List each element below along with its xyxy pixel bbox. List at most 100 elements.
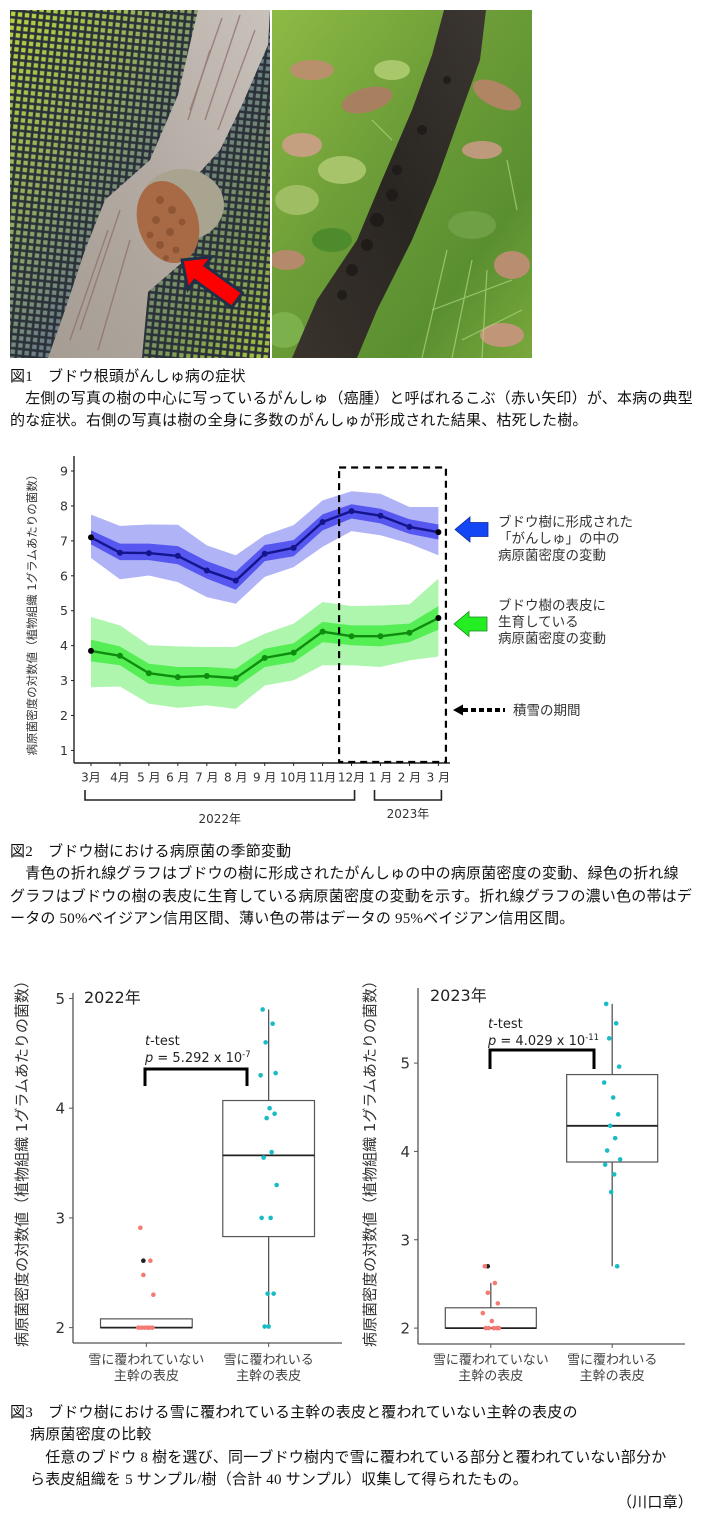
jitter-point	[612, 1135, 618, 1141]
t-test-italic: t	[488, 1017, 494, 1032]
y-tick-label: 5	[400, 1055, 410, 1073]
jitter-point	[617, 1157, 623, 1162]
t-test-label: t-test	[488, 1017, 523, 1032]
y-tick-label: 3	[400, 1231, 410, 1249]
data-point	[435, 615, 442, 622]
y-tick-label: 2	[60, 708, 68, 723]
y-axis-label: 病原菌密度の対数値（植物組織 1グラムあたりの菌数）	[361, 973, 379, 1347]
p-value-text: = 5.292 x 10	[153, 1051, 242, 1066]
y-tick-label: 6	[60, 568, 68, 583]
jitter-point	[259, 1215, 264, 1221]
x-tick-label: 2 月	[398, 771, 421, 785]
jitter-point	[480, 1310, 486, 1316]
jitter-point	[614, 1263, 620, 1269]
box-iqr	[566, 1073, 659, 1163]
y-tick-label: 5	[60, 603, 68, 618]
data-point	[232, 675, 239, 682]
t-test-label: t-test	[145, 1034, 180, 1049]
box-iqr	[444, 1307, 537, 1329]
t-test-rest: -test	[150, 1034, 180, 1049]
seasonal-pathogen-line-chart: 病原菌密度の対数値（植物組織 1グラムあたりの菌数） 1 2 3 4 5 6 7 8 9 3月 4月…	[25, 456, 633, 826]
jitter-point	[496, 1325, 502, 1331]
legend-bark-line: ブドウ樹の表皮に	[498, 597, 606, 614]
jitter-point	[495, 1301, 501, 1306]
legend-bark-line: 病原菌密度の変動	[498, 630, 606, 647]
red-arrow-icon	[180, 254, 245, 310]
jitter-point	[616, 1064, 622, 1069]
x-category-label: 主幹の表皮	[236, 1368, 301, 1384]
y-tick-label: 7	[60, 533, 68, 548]
data-point	[174, 552, 181, 559]
y-tick-label: 9	[60, 464, 68, 479]
data-point	[232, 577, 239, 584]
photo-grapevine-crown-gall	[10, 10, 270, 358]
jitter-point	[271, 1291, 276, 1296]
box-iqr	[222, 1099, 316, 1238]
line-chart-marks: 1 2 3 4 5 6 7 8 9 3月 4月 5 月 6 月 7 月 8 月 9 月 10月 11月 12月 1 月…	[60, 456, 450, 826]
jitter-point	[604, 1148, 610, 1153]
snow-period-box	[338, 466, 448, 764]
y-axis-label: 病原菌密度の対数値（植物組織 1グラムあたりの菌数）	[13, 973, 31, 1347]
jitter-point	[268, 1215, 273, 1221]
data-point	[261, 550, 268, 557]
p-italic: p	[487, 1034, 496, 1049]
x-category-label: 主幹の表皮	[458, 1368, 523, 1384]
figure3-caption-line: 任意のブドウ 8 樹を選び、同一ブドウ樹内で雪に覆われている部分と覆われていない…	[30, 1450, 667, 1466]
legend-bark-line: 生育している	[498, 615, 579, 631]
bark-streaks	[69, 14, 256, 351]
figure3-caption-title: 図3 ブドウ樹における雪に覆われている主幹の表皮と覆われていない主幹の表皮の	[10, 1405, 578, 1421]
y-axis-label: 病原菌密度の対数値（植物組織 1グラムあたりの菌数）	[25, 469, 39, 756]
data-point	[116, 652, 123, 659]
jitter-point	[601, 1080, 607, 1085]
x-tick-label: 3 月	[427, 771, 450, 785]
jitter-point	[262, 1324, 267, 1329]
jitter-point	[151, 1292, 156, 1298]
p-value-text: = 4.029 x 10	[496, 1034, 585, 1049]
figure3-caption-title: 病原菌密度の比較	[30, 1427, 152, 1443]
y-tick-label: 5	[55, 990, 65, 1008]
y-tick-label: 1	[60, 743, 68, 758]
t-test-rest: -test	[493, 1017, 523, 1032]
y-tick-label: 8	[60, 498, 68, 513]
jitter-point	[270, 1021, 275, 1027]
jitter-point	[266, 1324, 271, 1329]
y-tick-label: 3	[60, 673, 68, 688]
data-point	[88, 647, 94, 654]
dashed-arrow-icon	[453, 704, 505, 716]
data-point	[88, 534, 94, 541]
green-arrow-icon	[453, 610, 488, 638]
x-category-label: 雪に覆われいる	[223, 1353, 313, 1368]
figure2-caption-line: 青色の折れ線グラフはブドウの樹に形成されたがんしゅの中の病原菌密度の変動、緑色の…	[10, 866, 679, 882]
y-tick-label: 4	[400, 1143, 410, 1161]
jitter-point	[141, 1272, 146, 1278]
jitter-point	[258, 1072, 263, 1078]
data-point	[319, 519, 326, 526]
data-point	[290, 649, 297, 656]
x-tick-label: 9 月	[253, 771, 276, 785]
x-category-label: 雪に覆われいる	[567, 1353, 657, 1368]
y-tick-label: 4	[60, 638, 68, 653]
data-point	[145, 670, 152, 677]
figure2-caption-line: グラフはブドウの樹の表皮に生育している病原菌密度の変動を示す。折れ線グラフの濃い…	[10, 889, 693, 905]
legend-gall-line: ブドウ樹に形成された	[498, 514, 633, 531]
jitter-point	[489, 1318, 495, 1324]
jitter-point	[482, 1263, 488, 1269]
p-value-exponent: -7	[242, 1050, 250, 1060]
x-tick-label: 11月	[309, 771, 336, 785]
data-point	[145, 550, 152, 557]
figure1-caption-line: 的な症状。右側の写真は樹の全身に多数のがんしゅが形成された結果、枯死した樹。	[10, 413, 588, 429]
x-tick-label: 10月	[280, 771, 307, 785]
y-tick-label: 4	[55, 1100, 65, 1118]
data-point	[261, 654, 268, 661]
jitter-point	[607, 1123, 613, 1129]
x-tick-label: 3月	[81, 771, 101, 785]
jitter-point	[273, 1070, 278, 1076]
x-tick-label: 6 月	[166, 771, 189, 785]
jitter-point	[139, 1325, 144, 1330]
p-italic: p	[144, 1051, 153, 1066]
jitter-point	[138, 1225, 143, 1231]
data-point	[377, 633, 384, 640]
fallen-leaves	[272, 60, 530, 348]
jitter-point	[267, 1105, 272, 1111]
